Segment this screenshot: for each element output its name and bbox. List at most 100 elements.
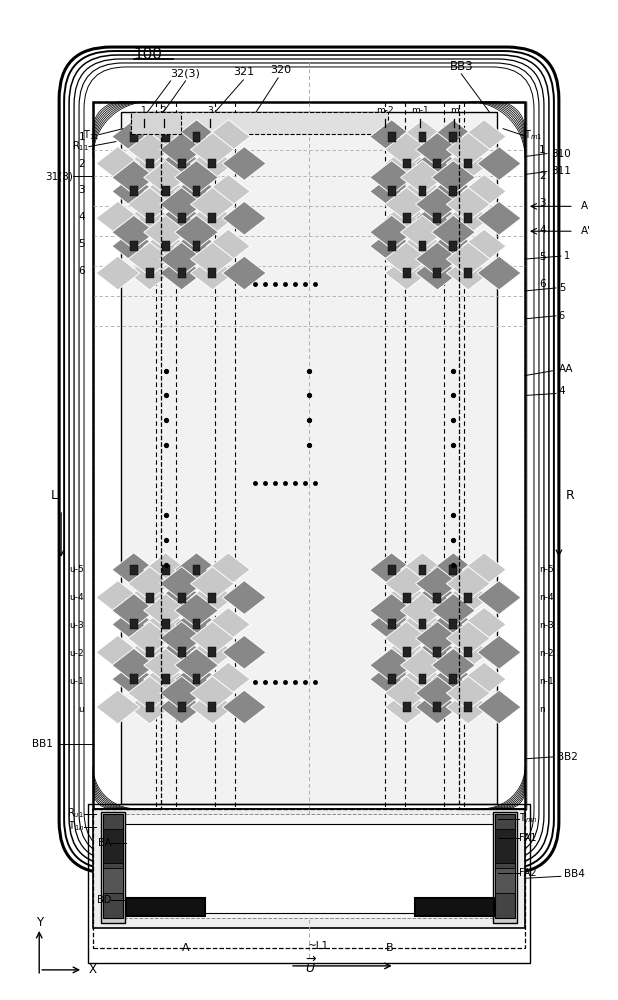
Text: X: X [89, 963, 97, 976]
Bar [402, 593, 410, 603]
Bar [162, 619, 169, 629]
Polygon shape [370, 120, 413, 154]
Bar [177, 213, 185, 223]
Polygon shape [190, 567, 234, 601]
Polygon shape [175, 161, 218, 194]
Text: 5: 5 [539, 252, 546, 262]
Text: 4: 4 [559, 386, 565, 396]
Polygon shape [190, 242, 234, 276]
Bar [126, 898, 205, 916]
Bar [146, 159, 154, 168]
Bar [103, 814, 515, 918]
Bar [464, 593, 472, 603]
Polygon shape [477, 147, 521, 180]
Text: A': A' [581, 226, 591, 236]
Bar [146, 593, 154, 603]
Polygon shape [462, 174, 506, 208]
Polygon shape [112, 174, 156, 208]
Polygon shape [446, 581, 490, 614]
Bar [449, 619, 457, 629]
Polygon shape [128, 256, 172, 290]
Bar [130, 241, 138, 251]
Polygon shape [370, 229, 413, 263]
Text: m: m [450, 106, 459, 115]
Polygon shape [222, 256, 266, 290]
Polygon shape [477, 201, 521, 235]
Polygon shape [370, 608, 413, 641]
Polygon shape [446, 201, 490, 235]
Polygon shape [190, 133, 234, 167]
Polygon shape [128, 187, 172, 221]
Polygon shape [175, 215, 218, 249]
Text: m-1: m-1 [410, 106, 428, 115]
Bar [449, 674, 457, 684]
Polygon shape [112, 161, 156, 194]
Polygon shape [112, 120, 156, 154]
Text: T$_{1n}$: T$_{1n}$ [68, 820, 84, 833]
Text: u-1: u-1 [69, 677, 84, 686]
Polygon shape [206, 120, 250, 154]
Polygon shape [96, 147, 140, 180]
Text: 321: 321 [233, 67, 254, 77]
Polygon shape [144, 553, 187, 587]
Polygon shape [159, 201, 203, 235]
Bar [162, 186, 169, 196]
Polygon shape [159, 690, 203, 724]
Polygon shape [384, 690, 428, 724]
Polygon shape [144, 594, 187, 627]
Bar [130, 619, 138, 629]
Polygon shape [112, 553, 156, 587]
Polygon shape [96, 635, 140, 669]
Bar [418, 674, 426, 684]
Polygon shape [206, 174, 250, 208]
Bar [193, 186, 200, 196]
Bar [130, 132, 138, 142]
Polygon shape [159, 147, 203, 180]
Bar [177, 268, 185, 278]
Text: 3: 3 [539, 198, 546, 208]
Text: 31(3): 31(3) [45, 171, 73, 181]
Polygon shape [175, 608, 218, 641]
Polygon shape [384, 621, 428, 655]
Polygon shape [431, 161, 475, 194]
Text: BB2: BB2 [557, 752, 578, 762]
Polygon shape [384, 147, 428, 180]
Polygon shape [144, 215, 187, 249]
Polygon shape [370, 215, 413, 249]
Text: 100: 100 [133, 47, 163, 62]
Bar [193, 565, 200, 575]
Polygon shape [446, 242, 490, 276]
Text: T$_{11}$: T$_{11}$ [83, 128, 99, 142]
Text: u-4: u-4 [69, 593, 84, 602]
Polygon shape [431, 662, 475, 696]
Text: 2: 2 [539, 171, 546, 181]
Bar [418, 619, 426, 629]
Bar [387, 565, 396, 575]
Text: 320: 320 [271, 65, 292, 75]
Polygon shape [190, 201, 234, 235]
Polygon shape [128, 147, 172, 180]
Bar [387, 241, 396, 251]
Text: 6: 6 [539, 279, 546, 289]
Polygon shape [190, 147, 234, 180]
Text: FA1: FA1 [519, 833, 536, 843]
Bar [415, 898, 494, 916]
Bar [208, 702, 216, 712]
Polygon shape [477, 256, 521, 290]
Polygon shape [190, 581, 234, 614]
Text: BB4: BB4 [564, 869, 585, 879]
Polygon shape [462, 553, 506, 587]
Polygon shape [370, 662, 413, 696]
Polygon shape [96, 201, 140, 235]
Polygon shape [400, 608, 444, 641]
Polygon shape [431, 553, 475, 587]
Bar [433, 268, 441, 278]
Polygon shape [415, 242, 459, 276]
Polygon shape [462, 120, 506, 154]
Polygon shape [159, 242, 203, 276]
Text: 1: 1 [564, 251, 570, 261]
Bar [131, 112, 387, 134]
Bar [103, 829, 123, 863]
Polygon shape [446, 133, 490, 167]
Text: T$_{m1}$: T$_{m1}$ [524, 128, 543, 142]
